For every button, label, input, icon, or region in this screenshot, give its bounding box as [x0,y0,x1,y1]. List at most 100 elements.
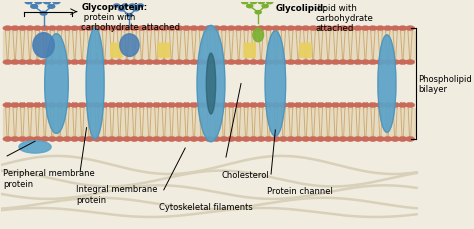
Circle shape [85,137,94,142]
Circle shape [10,103,20,108]
Circle shape [85,103,94,108]
Circle shape [323,103,333,108]
Circle shape [189,27,199,32]
Circle shape [137,137,146,142]
Circle shape [174,60,184,65]
Circle shape [279,27,288,32]
Circle shape [383,60,392,65]
Circle shape [375,27,385,32]
Circle shape [331,137,340,142]
Circle shape [241,137,251,142]
Circle shape [331,103,340,108]
Circle shape [271,103,281,108]
Circle shape [375,137,385,142]
Circle shape [77,27,87,32]
Bar [3,108,415,137]
Circle shape [361,137,370,142]
Circle shape [70,137,79,142]
Circle shape [256,103,266,108]
Text: lipid with
carbohydrate
attached: lipid with carbohydrate attached [315,4,373,33]
Circle shape [100,103,109,108]
Circle shape [353,103,363,108]
Circle shape [137,27,146,32]
Circle shape [63,103,72,108]
Circle shape [55,27,64,32]
Circle shape [167,137,176,142]
Circle shape [122,5,128,8]
Text: Peripheral membrane
protein: Peripheral membrane protein [3,169,95,188]
Circle shape [398,27,407,32]
Circle shape [405,137,415,142]
Circle shape [242,1,248,5]
Circle shape [47,137,57,142]
Circle shape [48,5,55,9]
Circle shape [204,27,214,32]
Circle shape [368,137,378,142]
Circle shape [129,137,139,142]
Circle shape [63,60,72,65]
Circle shape [258,1,264,5]
Circle shape [204,103,214,108]
Circle shape [227,137,236,142]
Circle shape [309,60,318,65]
Circle shape [219,27,228,32]
Circle shape [33,60,42,65]
Circle shape [353,137,363,142]
Text: Cholesterol: Cholesterol [222,170,269,179]
Circle shape [361,103,370,108]
Circle shape [316,60,325,65]
Circle shape [18,137,27,142]
Circle shape [25,103,35,108]
Circle shape [293,60,303,65]
Circle shape [85,60,94,65]
Circle shape [264,137,273,142]
Text: Glycoprotein:: Glycoprotein: [82,3,147,11]
Circle shape [107,27,117,32]
Circle shape [405,103,415,108]
Circle shape [241,60,251,65]
Circle shape [137,60,146,65]
Circle shape [353,27,363,32]
Circle shape [100,137,109,142]
FancyBboxPatch shape [244,44,255,58]
Circle shape [55,137,64,142]
Circle shape [338,60,348,65]
Circle shape [33,137,42,142]
Circle shape [309,137,318,142]
Circle shape [92,60,102,65]
Circle shape [241,103,251,108]
Circle shape [293,27,303,32]
Circle shape [18,27,27,32]
Circle shape [383,27,392,32]
Circle shape [40,27,50,32]
Circle shape [40,137,50,142]
Ellipse shape [33,33,55,58]
Circle shape [47,103,57,108]
Circle shape [122,27,132,32]
Circle shape [256,60,266,65]
Circle shape [129,5,135,8]
Circle shape [204,60,214,65]
Circle shape [309,103,318,108]
Circle shape [398,103,407,108]
Circle shape [47,27,57,32]
Circle shape [85,27,94,32]
Circle shape [55,103,64,108]
Circle shape [3,103,12,108]
Circle shape [227,27,236,32]
Circle shape [152,27,161,32]
Circle shape [25,137,35,142]
Circle shape [25,60,35,65]
Circle shape [211,60,221,65]
Circle shape [262,5,268,9]
Ellipse shape [265,32,286,137]
Circle shape [331,27,340,32]
Circle shape [353,60,363,65]
Circle shape [77,60,87,65]
Circle shape [316,137,325,142]
Circle shape [197,103,206,108]
Circle shape [301,103,310,108]
Circle shape [375,60,385,65]
Circle shape [197,60,206,65]
Circle shape [271,60,281,65]
